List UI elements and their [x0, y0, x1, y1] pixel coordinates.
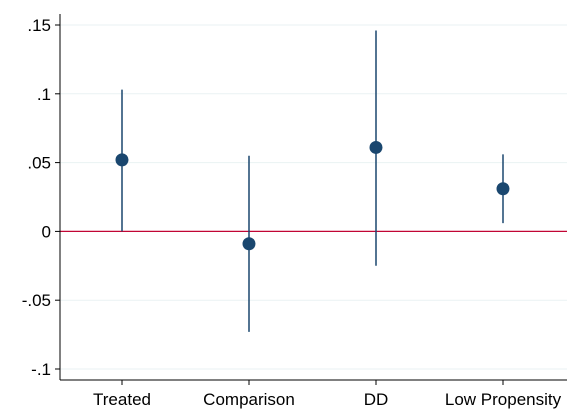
- x-tick-label: DD: [364, 390, 389, 409]
- gridlines: [60, 24, 567, 370]
- x-ticks: Treated Comparison DD Low Propensity: [93, 380, 562, 409]
- point-estimate: [369, 140, 383, 154]
- y-tick-label: 0: [42, 222, 51, 241]
- point-estimate: [496, 182, 510, 196]
- y-tick-label: -.1: [31, 360, 51, 379]
- x-tick-label: Low Propensity: [445, 390, 562, 409]
- x-tick-label: Comparison: [203, 390, 295, 409]
- axes: [59, 14, 567, 381]
- data-marks: [115, 30, 510, 332]
- y-tick-label: .05: [27, 154, 51, 173]
- point-estimate: [242, 237, 256, 251]
- x-tick-label: Treated: [93, 390, 151, 409]
- y-tick-label: .1: [37, 85, 51, 104]
- point-estimate: [115, 153, 129, 167]
- y-ticks: .15 .1 .05 0 -.05 -.1: [22, 16, 60, 379]
- y-tick-label: .15: [27, 16, 51, 35]
- y-tick-label: -.05: [22, 291, 51, 310]
